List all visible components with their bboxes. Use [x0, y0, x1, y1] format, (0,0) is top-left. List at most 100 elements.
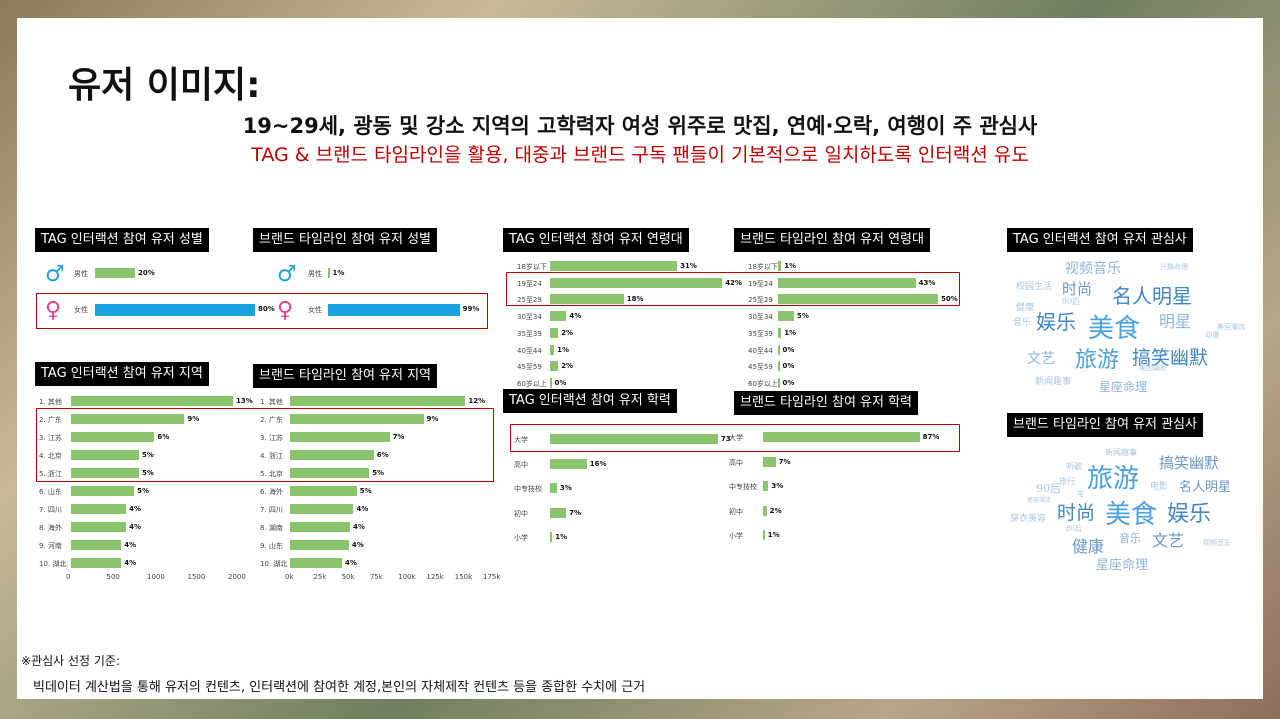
category-label: 8. 湖南: [260, 524, 283, 532]
bar: [778, 311, 794, 322]
bar: [778, 294, 938, 305]
cloud-word: 电影: [1150, 482, 1169, 492]
category-label: 45至59: [748, 363, 773, 372]
cloud-word: 文艺: [1027, 351, 1055, 367]
category-label: 高中: [514, 460, 528, 469]
x-tick-label: 150k: [454, 573, 473, 581]
data-label: 5%: [142, 469, 154, 477]
data-label: 4%: [345, 559, 357, 567]
bar: [550, 507, 567, 518]
cloud-word: 旅游: [1075, 348, 1120, 373]
category-label: 小学: [729, 532, 743, 540]
data-label: 1%: [555, 533, 568, 541]
bar: [290, 414, 424, 424]
cloud-word: 80后: [1066, 525, 1082, 533]
highlight-university: [510, 424, 960, 452]
bar: [71, 558, 122, 568]
category-label: 6. 山东: [39, 488, 62, 496]
cloud-word: 旅行: [1059, 477, 1075, 486]
cloud-word: 星座命理: [1099, 380, 1148, 394]
data-label: 6%: [376, 451, 389, 459]
cloud-word: 娱乐: [1167, 502, 1212, 527]
x-tick-label: 75k: [369, 573, 383, 581]
bar: [290, 540, 349, 550]
category-label: 3. 江苏: [39, 434, 62, 442]
bar: [763, 481, 769, 491]
data-label: 12%: [468, 397, 486, 405]
x-tick-label: 1000: [147, 573, 165, 581]
highlight-top-regions: [36, 408, 494, 482]
data-label: 7%: [392, 433, 405, 441]
bar: [71, 504, 127, 514]
cloud-word: 旅游: [1087, 464, 1140, 494]
cloud-word: 音乐: [1119, 532, 1141, 545]
data-label: 5%: [137, 487, 150, 495]
data-label: 1%: [784, 262, 797, 270]
cloud-word: 听歌: [1066, 462, 1082, 471]
strategy-line: TAG & 브랜드 타임라인을 활용, 대중과 브랜드 구독 팬들이 기본적으로…: [251, 144, 1029, 166]
data-label: 7%: [778, 457, 791, 466]
cloud-word: 动漫: [1205, 331, 1219, 339]
bar: [778, 277, 916, 288]
slide: 유저 이미지: 19~29세, 광동 및 강소 지역의 고학력자 여성 위주로 …: [17, 18, 1263, 699]
category-label: 18岁以下: [517, 263, 547, 271]
category-label: 1. 其他: [39, 398, 62, 406]
category-label: 初中: [514, 509, 528, 518]
cloud-word: 健康: [1072, 537, 1105, 556]
data-label: 73: [720, 435, 731, 443]
data-label: 7%: [569, 508, 581, 517]
data-label: 0%: [782, 345, 795, 354]
category-label: 19至24: [517, 279, 542, 288]
category-label: 5. 北京: [260, 470, 283, 478]
data-label: 16%: [589, 459, 607, 468]
bar: [290, 504, 354, 514]
panel-title-brand-interest: 브랜드 타임라인 참여 유저 관심사: [1007, 413, 1203, 437]
cloud-word: 文艺: [1152, 531, 1185, 550]
bar: [550, 277, 723, 288]
data-label: 1%: [332, 269, 345, 277]
x-tick-label: 50k: [341, 573, 355, 581]
bar: [328, 268, 330, 278]
category-label: 5. 浙江: [39, 470, 62, 478]
cloud-word: 校园生活: [1016, 282, 1053, 292]
female-icon: ♀: [277, 298, 294, 323]
panel-title-tag-interest: TAG 인터랙션 참여 유저 관심사: [1007, 228, 1193, 252]
bar: [550, 311, 567, 322]
category-label: 18岁以下: [748, 263, 778, 271]
highlight-age-19-29: [506, 272, 960, 306]
category-label: 35至39: [748, 329, 773, 338]
data-label: 50%: [941, 295, 958, 304]
cloud-word: 时尚: [1062, 280, 1093, 298]
data-label: 87%: [922, 433, 940, 441]
data-label: 9%: [426, 415, 439, 423]
bar: [550, 294, 624, 305]
category-label: 35至39: [517, 329, 542, 338]
cloud-word: 美容潮流: [1027, 497, 1052, 504]
data-label: 2%: [769, 506, 782, 515]
category-label: 男性: [308, 270, 322, 278]
x-tick-label: 500: [106, 573, 120, 581]
bar: [778, 361, 780, 372]
data-label: 2%: [561, 362, 574, 371]
cloud-word: 视频音乐: [1203, 539, 1231, 547]
panel-title-tag-region: TAG 인터랙션 참여 유저 지역: [35, 362, 209, 386]
category-label: 3. 江苏: [260, 434, 283, 442]
category-label: 25至29: [517, 296, 542, 305]
category-label: 40至44: [748, 346, 773, 355]
cloud-word: 穿衣美容: [1010, 514, 1047, 524]
data-label: 3%: [771, 482, 784, 490]
bar: [290, 468, 370, 478]
footnote-title: ※관심사 선정 기준:: [21, 654, 121, 668]
bar: [550, 261, 678, 271]
cloud-word: 健康: [1016, 303, 1035, 313]
category-label: 4. 浙江: [260, 452, 283, 460]
male-icon: ♂: [45, 262, 65, 287]
data-label: 99%: [462, 305, 480, 313]
bar: [763, 505, 767, 516]
cloud-word: 搞笑幽默: [1159, 454, 1220, 472]
cloud-word: 90后: [1062, 297, 1081, 306]
cloud-word: 90后: [1036, 482, 1061, 495]
category-label: 10. 湖北: [260, 560, 288, 568]
category-label: 8. 海外: [39, 524, 62, 532]
x-tick-label: 25k: [313, 573, 327, 581]
